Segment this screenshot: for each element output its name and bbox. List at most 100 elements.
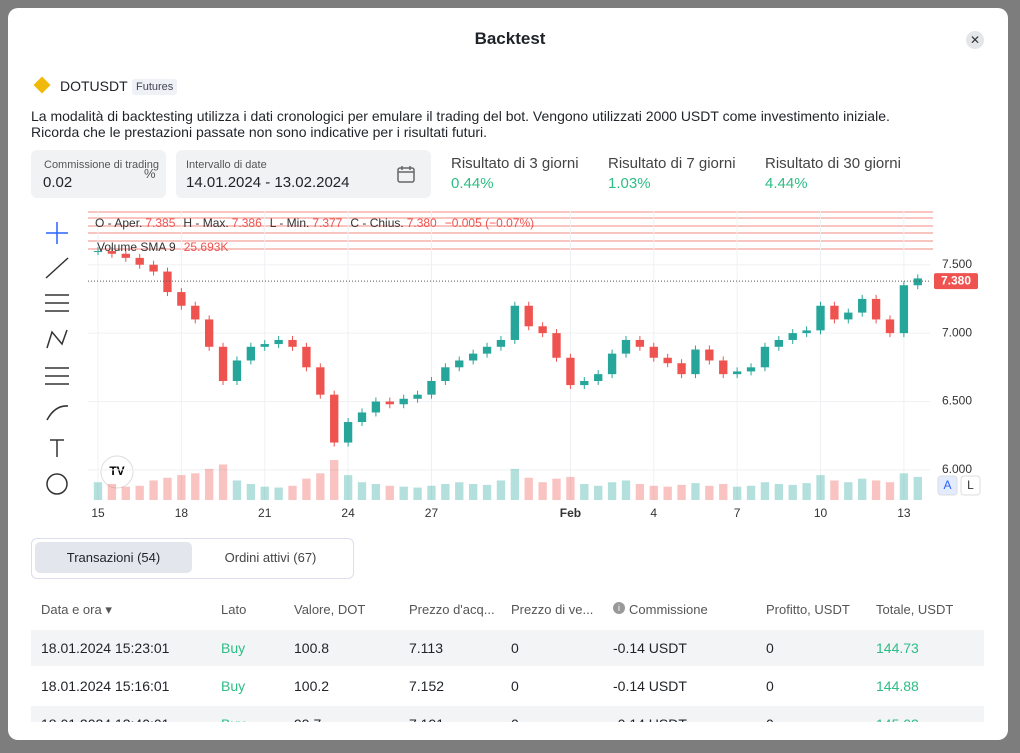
candle	[177, 292, 186, 306]
candle	[149, 264, 158, 272]
x-tick-label: 13	[897, 506, 911, 520]
table-cell: Buy	[221, 640, 246, 656]
plot-area	[88, 210, 930, 500]
symbol-badge: Futures	[132, 79, 178, 95]
scale-button[interactable]	[937, 475, 958, 496]
legend-part: C - Chius.	[350, 216, 403, 230]
x-tick-label: 7	[734, 506, 741, 520]
volume-bar	[677, 484, 686, 500]
volume-bar	[177, 475, 186, 500]
candle	[830, 305, 839, 320]
volume-bar	[121, 486, 130, 500]
table-cell: 100.2	[294, 678, 330, 694]
volume-bar	[330, 460, 339, 500]
volume-bar	[663, 486, 672, 500]
volume-bar	[760, 482, 770, 500]
x-tick-label: 18	[175, 506, 189, 520]
volume-bar	[844, 482, 853, 500]
input-unit: %	[144, 166, 156, 181]
input-value: 0.02	[43, 174, 73, 191]
volume-bar	[232, 480, 242, 500]
scale-button[interactable]	[960, 475, 981, 496]
volume-bar	[691, 483, 700, 500]
candle	[858, 298, 867, 313]
volume-bar	[510, 468, 520, 500]
input-label: Intervallo di date	[186, 159, 267, 171]
candle	[191, 305, 200, 320]
legend-part: −0.005 (−0.07%)	[445, 216, 534, 230]
commission-input[interactable]	[31, 150, 166, 198]
table-cell: 0	[766, 640, 774, 656]
volume-bar	[135, 485, 144, 500]
candle	[732, 371, 742, 375]
volume-bar	[732, 486, 742, 500]
x-tick-label: 4	[650, 506, 657, 520]
candle	[455, 360, 464, 368]
candle	[107, 251, 117, 254]
volume-bar	[455, 482, 464, 500]
tabs	[31, 538, 354, 579]
tv-logo-text: TV	[109, 464, 124, 478]
volume-bar	[635, 484, 645, 500]
volume-bar	[93, 482, 103, 500]
y-tick-label: 7.000	[942, 325, 972, 339]
table-cell: 0	[766, 716, 774, 722]
candle	[816, 305, 825, 331]
volume-bar	[816, 475, 825, 500]
volume-bar	[260, 486, 269, 500]
table-cell: 18.01.2024 15:16:01	[41, 678, 170, 694]
active-tab[interactable]	[35, 542, 192, 573]
candle	[580, 380, 589, 386]
volume-bar	[885, 482, 895, 500]
volume-bar	[580, 484, 589, 500]
y-tick-label: 6.500	[942, 394, 972, 408]
close-button[interactable]: ✕	[966, 31, 984, 49]
candle	[316, 367, 325, 395]
info-icon: i	[613, 602, 625, 614]
result-label: Risultato di 30 giorni	[765, 155, 901, 172]
y-tick-label: 7.500	[942, 257, 972, 271]
volume-bar	[316, 473, 325, 500]
candle	[802, 330, 811, 334]
candle	[538, 326, 547, 334]
scale-button-label: A	[943, 478, 951, 492]
legend-part: 25.693K	[184, 240, 229, 254]
candle	[93, 251, 103, 253]
candle	[482, 346, 492, 354]
table-cell: 144.73	[876, 640, 919, 656]
candle	[899, 285, 909, 334]
table-cell: 99.7	[294, 716, 321, 722]
table-cell: Buy	[221, 716, 245, 722]
tab-label[interactable]: Transazioni (54)	[66, 550, 161, 565]
volume-bar	[566, 476, 575, 500]
volume-bar	[149, 480, 158, 500]
table-cell: 0	[511, 716, 519, 722]
result-label: Risultato di 7 giorni	[608, 155, 736, 172]
date-input[interactable]	[176, 150, 431, 198]
volume-bar	[913, 476, 922, 500]
table-cell: Buy	[221, 678, 246, 694]
candle	[302, 346, 311, 368]
calendar-icon	[397, 166, 415, 183]
result-value: 0.44%	[451, 175, 494, 192]
description: Ricorda che le prestazioni passate non s…	[31, 124, 488, 140]
candle	[343, 422, 353, 443]
column-header: Valore, DOT	[294, 602, 366, 617]
tab-label[interactable]: Ordini attivi (67)	[224, 550, 317, 565]
volume-bar	[274, 487, 283, 500]
candle	[746, 367, 756, 372]
x-tick-label: Feb	[560, 506, 581, 520]
legend-part: 7.380	[407, 216, 437, 230]
x-tick-label: 24	[341, 506, 355, 520]
candle	[885, 319, 895, 334]
candle	[871, 298, 881, 320]
volume-bar	[468, 484, 478, 500]
candle	[621, 339, 631, 354]
volume-bar	[482, 484, 492, 500]
volume-bar	[899, 473, 909, 500]
volume-bar	[705, 485, 714, 500]
candle	[232, 360, 242, 381]
candle	[635, 339, 645, 347]
volume-bar	[163, 477, 172, 500]
candle	[399, 398, 408, 405]
